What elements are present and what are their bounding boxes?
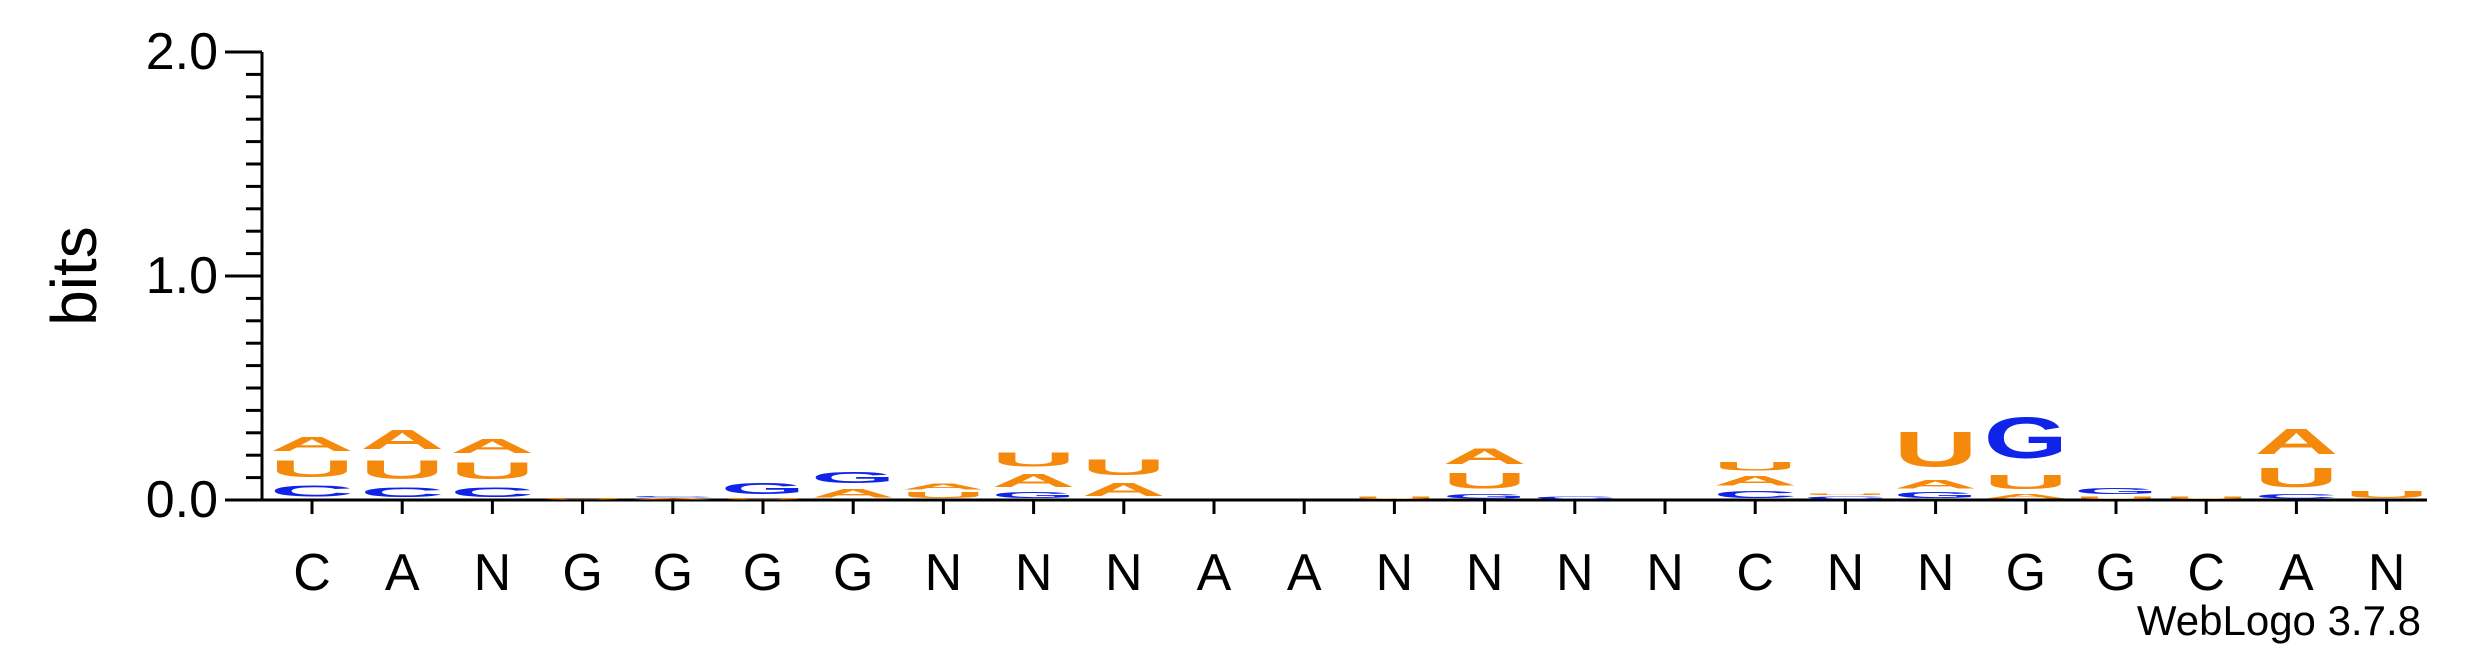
logo-letter-U: U [1352,496,1436,500]
logo-letter-U: U [1984,471,2068,494]
logo-letter-A: A [631,498,715,500]
x-tick-label: N [1015,544,1053,602]
logo-letter-A: A [450,435,534,458]
x-tick-label: N [925,544,963,602]
x-tick-label: N [474,544,512,602]
logo-letter-U: U [1894,421,1978,477]
logo-letter-A: A [992,471,1076,491]
y-axis-label: bits [38,226,110,326]
logo-letter-A: A [1713,473,1797,489]
x-tick-label: A [1197,544,1232,602]
logo-letter-A: A [360,424,444,455]
y-tick-label: 0.0 [146,471,218,529]
x-tick-label: G [562,544,602,602]
logo-letter-U: U [450,457,534,484]
x-tick-label: G [653,544,693,602]
logo-letter-G: G [2074,487,2158,496]
x-tick-label: A [2279,544,2314,602]
x-tick-label: G [2006,544,2046,602]
x-tick-label: N [1376,544,1414,602]
logo-letter-U: U [2164,496,2248,500]
logo-letter-U: U [721,498,805,500]
x-tick-label: A [385,544,420,602]
logo-letter-G: G [721,480,805,498]
logo-letter-U: U [1803,493,1887,495]
x-tick-label: N [1466,544,1504,602]
logo-letter-G: G [992,491,1076,500]
logo-letter-A: A [1443,444,1527,469]
x-tick-label: C [293,544,331,602]
logo-letter-U: U [901,491,985,500]
logo-letter-A: A [1894,478,1978,491]
x-tick-label: N [2368,544,2406,602]
y-axis: 2.0 1.0 0.0 bits [38,23,264,529]
logo-letter-C: C [631,496,715,498]
logo-letter-A: A [1984,493,2068,500]
logo-letter-C: C [2254,493,2338,500]
y-minor-ticks [246,72,262,480]
logo-letter-A: A [2254,422,2338,462]
logo-letter-C: C [270,482,354,500]
logo-letter-U: U [360,455,444,484]
logo-letter-U: U [270,455,354,482]
logo-letter-U: U [1082,455,1166,480]
x-tick-label: N [1827,544,1865,602]
logo-letter-C: C [450,484,534,500]
x-tick-label: C [2187,544,2225,602]
logo-letter-C: C [1533,496,1617,500]
x-tick-label: N [1105,544,1143,602]
logo-letter-A: A [901,482,985,491]
logo-letter-U: U [1443,468,1527,493]
logo-letter-C: C [1803,496,1887,500]
logo-letter-A: A [1082,480,1166,500]
x-tick-label: N [1917,544,1955,602]
logo-letter-U: U [2254,462,2338,493]
logo-letter-U: U [1713,460,1797,473]
logo-letter-C: C [360,484,444,500]
y-tick-label: 2.0 [146,23,218,81]
logo-letter-C: C [1713,489,1797,500]
y-tick-label: 1.0 [146,247,218,305]
x-tick-label: N [1646,544,1684,602]
logo-letter-U: U [992,448,1076,471]
logo-letter-U: U [2074,496,2158,500]
logo-letter-G: G [811,469,895,487]
logo-letter-A: A [270,433,354,456]
footer-text: WebLogo 3.7.8 [2137,597,2421,644]
logo-letter-G: G [1894,491,1978,500]
x-tick-label: G [833,544,873,602]
logo-letter-A: A [811,486,895,499]
x-ticks [310,500,2389,514]
x-tick-label: A [1287,544,1322,602]
logo-letter-G: G [1984,407,2068,471]
x-tick-label: G [2096,544,2136,602]
x-tick-label: N [1556,544,1594,602]
logo-letter-U: U [2345,489,2429,500]
logo-letter-G: G [1443,493,1527,500]
x-tick-label: G [743,544,783,602]
logo-letter-U: U [541,498,625,500]
x-tick-label: C [1736,544,1774,602]
